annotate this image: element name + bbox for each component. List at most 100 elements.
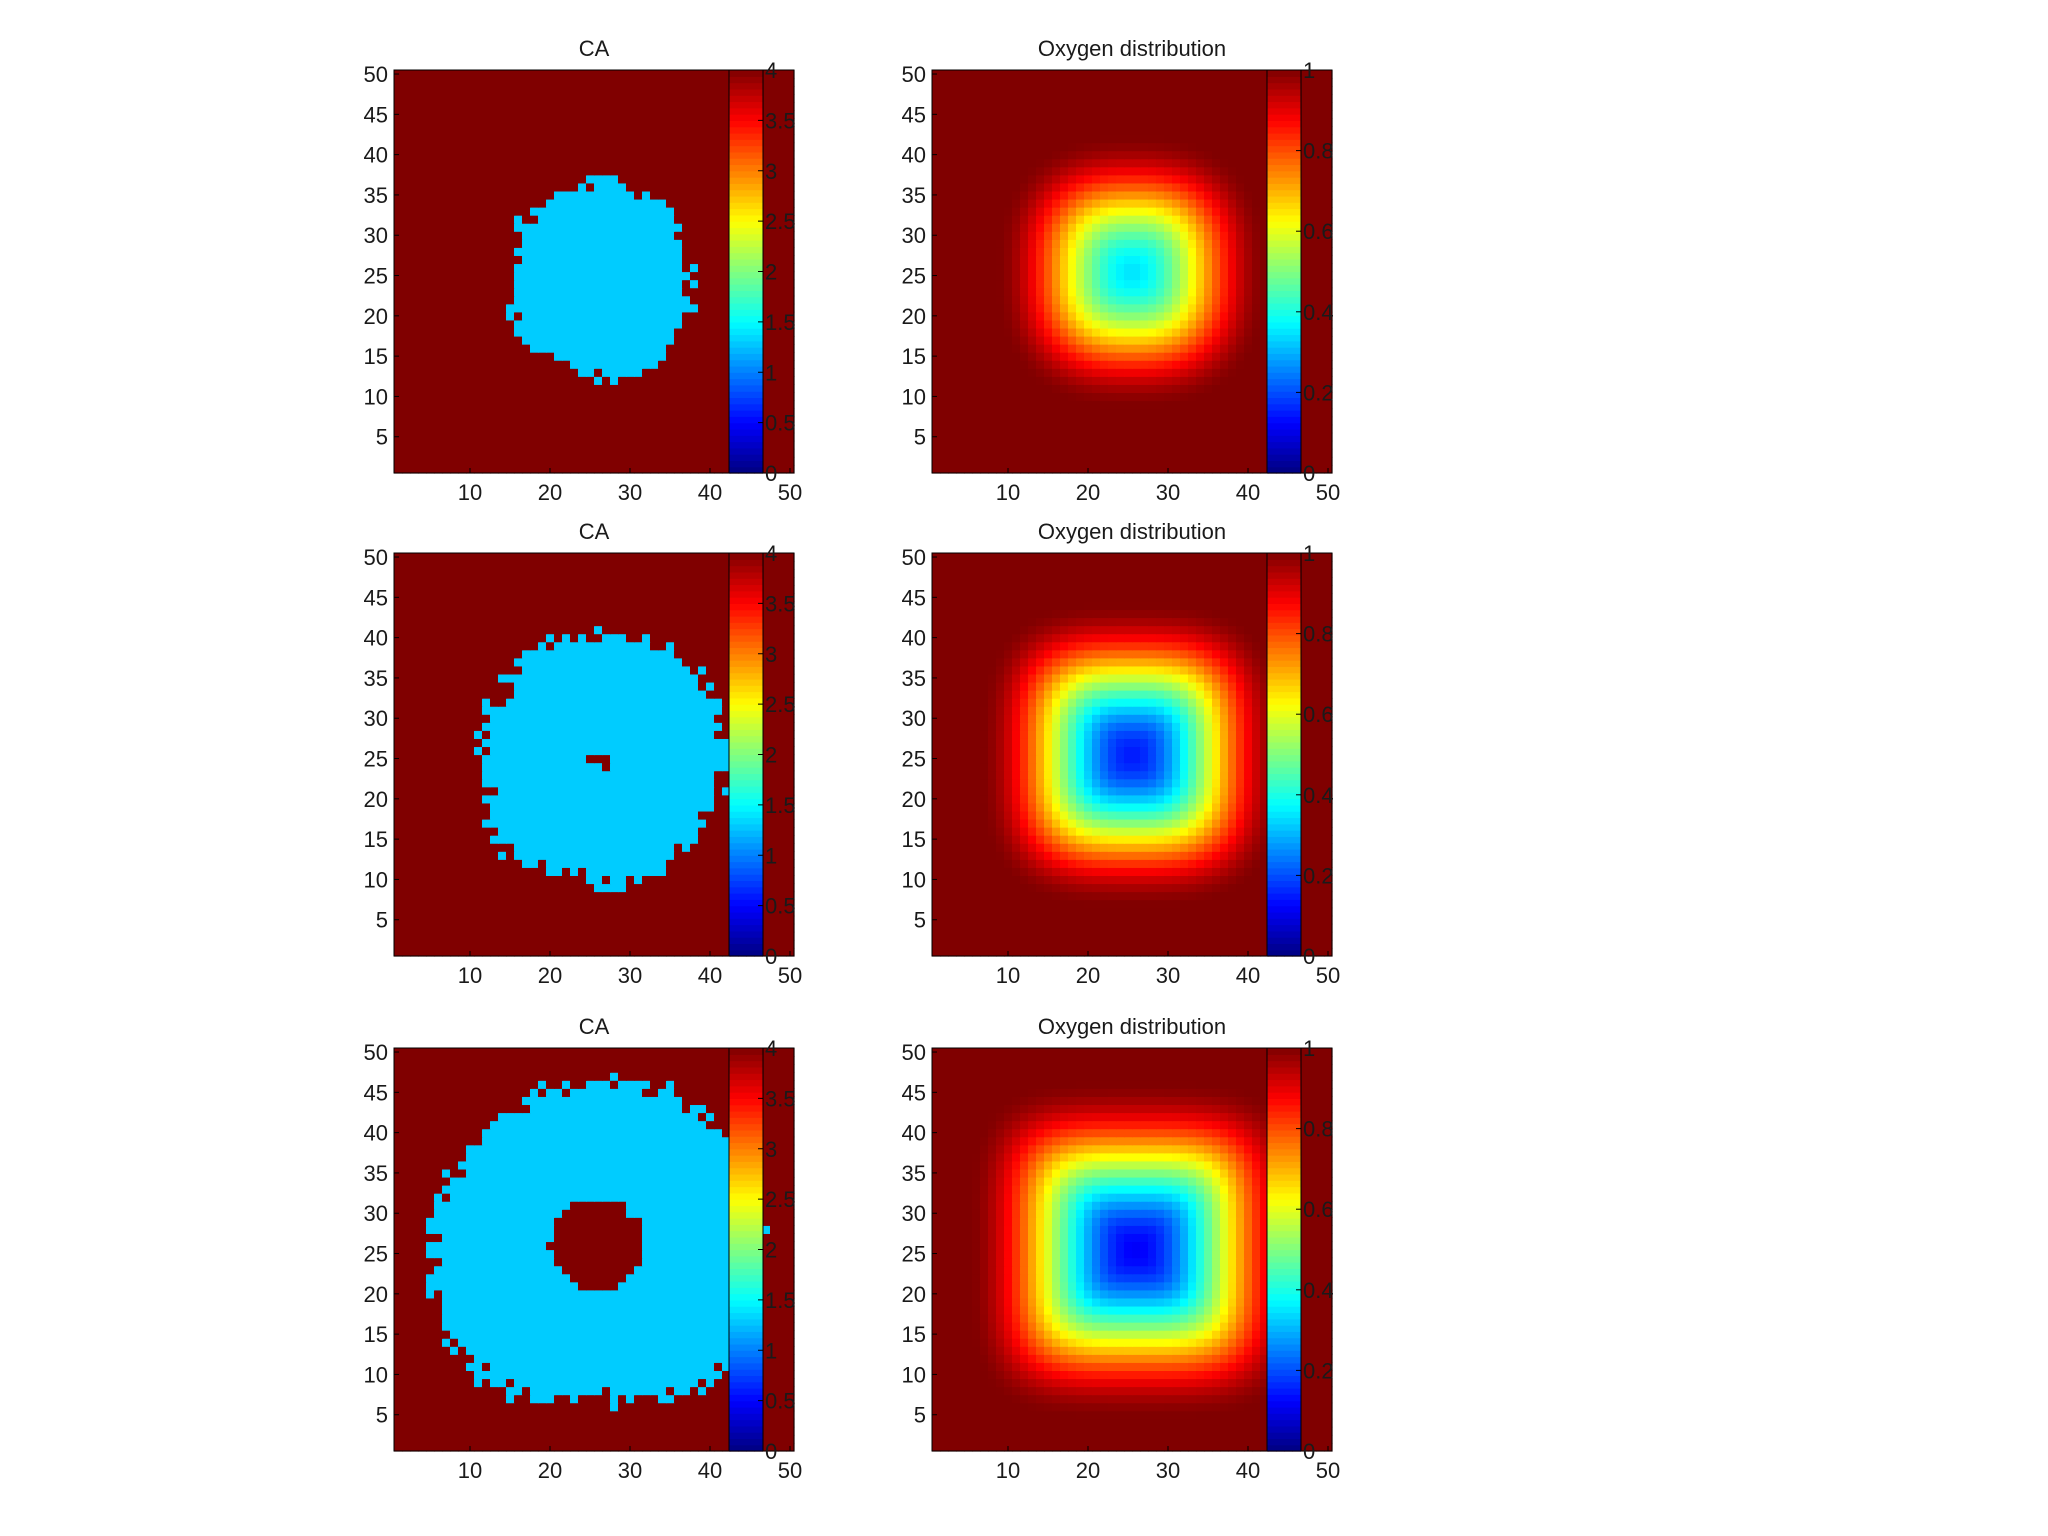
heatmap-cell — [586, 207, 595, 216]
heatmap-cell — [666, 239, 675, 248]
heatmap-cell — [1156, 239, 1165, 248]
colorbar-segment — [729, 177, 763, 184]
heatmap-cell — [682, 150, 691, 160]
heatmap-cell — [1068, 344, 1077, 353]
heatmap-cell — [1300, 400, 1309, 410]
heatmap-cell — [426, 279, 435, 289]
heatmap-cell — [1244, 352, 1253, 361]
heatmap-cell — [658, 464, 667, 474]
heatmap-cell — [634, 118, 643, 128]
heatmap-cell — [1124, 174, 1133, 184]
heatmap-cell — [666, 408, 675, 418]
heatmap-cell — [690, 311, 699, 321]
heatmap-cell — [980, 448, 989, 458]
heatmap-cell — [706, 166, 715, 176]
heatmap-cell — [466, 456, 475, 466]
heatmap-cell — [1188, 239, 1197, 248]
heatmap-cell — [634, 384, 643, 393]
heatmap-cell — [1100, 432, 1109, 442]
heatmap-cell — [940, 174, 949, 184]
heatmap-cell — [948, 327, 957, 337]
heatmap-cell — [770, 424, 779, 434]
heatmap-cell — [1124, 456, 1133, 466]
heatmap-cell — [658, 255, 667, 265]
heatmap-cell — [1060, 174, 1069, 184]
heatmap-cell — [1260, 142, 1269, 152]
heatmap-cell — [426, 303, 435, 313]
heatmap-cell — [996, 464, 1005, 474]
heatmap-cell — [1172, 158, 1181, 168]
heatmap-cell — [932, 295, 941, 305]
heatmap-cell — [682, 327, 691, 337]
heatmap-cell — [658, 400, 667, 410]
heatmap-cell — [554, 198, 563, 208]
heatmap-cell — [1076, 271, 1085, 281]
heatmap-cell — [1316, 376, 1325, 385]
heatmap-cell — [1092, 279, 1101, 289]
heatmap-cell — [1148, 432, 1157, 442]
heatmap-cell — [1172, 263, 1181, 273]
heatmap-cell — [1100, 255, 1109, 265]
heatmap-cell — [1068, 279, 1077, 289]
heatmap-cell — [466, 231, 475, 240]
heatmap-cell — [490, 384, 499, 393]
heatmap-cell — [1148, 215, 1157, 224]
heatmap-cell — [1164, 424, 1173, 434]
heatmap-cell — [964, 376, 973, 385]
heatmap-cell — [674, 263, 683, 273]
heatmap-cell — [1012, 255, 1021, 265]
heatmap-cell — [996, 134, 1005, 144]
heatmap-cell — [1244, 231, 1253, 240]
heatmap-cell — [466, 327, 475, 337]
heatmap-cell — [666, 464, 675, 474]
heatmap-cell — [762, 287, 771, 297]
heatmap-cell — [972, 190, 981, 200]
heatmap-cell — [474, 392, 483, 402]
heatmap-cell — [770, 223, 779, 232]
heatmap-cell — [402, 207, 411, 216]
heatmap-cell — [996, 207, 1005, 216]
heatmap-cell — [618, 424, 627, 434]
heatmap-cell — [972, 400, 981, 410]
heatmap-cell — [554, 215, 563, 224]
heatmap-cell — [1148, 424, 1157, 434]
heatmap-cell — [490, 86, 499, 95]
heatmap-cell — [1116, 279, 1125, 289]
heatmap-cell — [1052, 126, 1061, 136]
heatmap-cell — [602, 255, 611, 265]
heatmap-cell — [490, 70, 499, 79]
heatmap-cell — [1060, 344, 1069, 353]
heatmap-cell — [490, 78, 499, 87]
heatmap-cell — [786, 142, 795, 152]
heatmap-cell — [1036, 263, 1045, 273]
heatmap-cell — [642, 303, 651, 313]
heatmap-cell — [1300, 303, 1309, 313]
heatmap-cell — [940, 464, 949, 474]
heatmap-cell — [972, 319, 981, 329]
heatmap-cell — [530, 424, 539, 434]
heatmap-cell — [1188, 376, 1197, 385]
heatmap-cell — [770, 190, 779, 200]
heatmap-cell — [988, 400, 997, 410]
heatmap-cell — [466, 424, 475, 434]
heatmap-cell — [442, 432, 451, 442]
heatmap-cell — [658, 344, 667, 353]
heatmap-cell — [972, 360, 981, 369]
heatmap-cell — [490, 400, 499, 410]
heatmap-cell — [932, 287, 941, 297]
heatmap-cell — [666, 295, 675, 305]
heatmap-cell — [956, 198, 965, 208]
heatmap-cell — [1140, 295, 1149, 305]
heatmap-cell — [570, 432, 579, 442]
heatmap-cell — [940, 400, 949, 410]
heatmap-cell — [1252, 142, 1261, 152]
heatmap-cell — [682, 319, 691, 329]
heatmap-cell — [1172, 376, 1181, 385]
heatmap-cell — [426, 78, 435, 87]
heatmap-cell — [442, 416, 451, 426]
heatmap-cell — [490, 456, 499, 466]
heatmap-cell — [988, 344, 997, 353]
heatmap-cell — [586, 295, 595, 305]
heatmap-cell — [562, 271, 571, 281]
heatmap-cell — [602, 110, 611, 119]
